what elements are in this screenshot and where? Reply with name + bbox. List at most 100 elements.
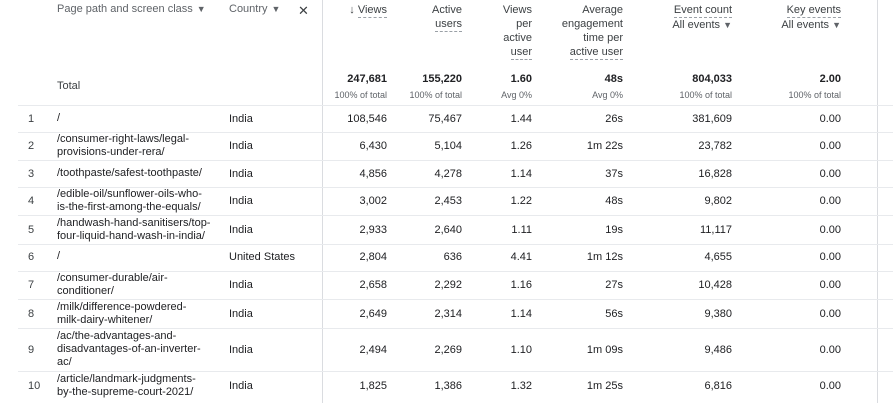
cell-active-users: 2,640 (434, 224, 462, 236)
cell-event-count: 9,380 (704, 308, 732, 320)
sort-arrow-down-icon: ↓ (349, 4, 355, 16)
header-vpu-line1: Views (502, 4, 532, 16)
cell-views-per-user: 1.26 (510, 140, 532, 152)
cell-views: 2,804 (359, 251, 387, 263)
header-views-per-active-user[interactable]: Views per active user (503, 3, 532, 60)
event-filter-dropdown[interactable]: All events ▼ (672, 18, 732, 32)
cell-views: 2,658 (359, 279, 387, 291)
cell-event-count: 381,609 (692, 113, 732, 125)
remove-dimension-close-icon[interactable]: ✕ (298, 3, 309, 18)
totals-key-events-sub: 100% of total (788, 90, 841, 100)
header-average-engagement-time[interactable]: Average engagement time per active user (562, 3, 623, 60)
cell-avg-engagement-time: 37s (605, 168, 623, 180)
page-path-line: / (57, 112, 61, 124)
row-number: 3 (28, 168, 35, 180)
totals-vpu: 1.60 Avg 0% (501, 73, 532, 100)
totals-active-users-value: 155,220 (422, 73, 462, 85)
header-country[interactable]: Country ▼ (229, 3, 280, 15)
page-path-line: ac/ (57, 356, 72, 368)
cell-page-path[interactable]: / (57, 250, 217, 263)
key-events-filter-label: All events (781, 19, 830, 31)
cell-key-events: 0.00 (819, 380, 841, 392)
cell-event-count: 9,486 (704, 344, 732, 356)
page-path-line: by-the-supreme-court-2021/ (57, 386, 194, 398)
cell-country[interactable]: India (229, 195, 253, 207)
caret-down-icon[interactable]: ▼ (271, 4, 281, 14)
row-number: 9 (28, 344, 35, 356)
cell-event-count: 10,428 (698, 279, 732, 291)
cell-page-path[interactable]: /handwash-hand-sanitisers/top-four-liqui… (57, 217, 217, 243)
cell-country[interactable]: India (229, 113, 253, 125)
cell-country[interactable]: India (229, 380, 253, 392)
cell-views: 4,856 (359, 168, 387, 180)
cell-avg-engagement-time: 48s (605, 195, 623, 207)
header-active-users[interactable]: Active users (432, 3, 462, 32)
header-avg-line2: engagement (561, 18, 623, 30)
page-path-line: conditioner/ (57, 285, 114, 297)
header-views[interactable]: ↓ Views (349, 3, 387, 18)
cell-active-users: 2,453 (434, 195, 462, 207)
cell-page-path[interactable]: /edible-oil/sunflower-oils-who-is-the-fi… (57, 188, 217, 214)
page-path-line: four-liquid-hand-wash-in-india/ (57, 230, 205, 242)
cell-avg-engagement-time: 19s (605, 224, 623, 236)
column-divider (322, 0, 323, 403)
row-separator (18, 215, 893, 216)
cell-country[interactable]: India (229, 168, 253, 180)
cell-country[interactable]: United States (229, 251, 296, 263)
header-page-path[interactable]: Page path and screen class ▼ (57, 3, 206, 15)
page-path-line: milk-dairy-whitener/ (57, 314, 153, 326)
cell-key-events: 0.00 (819, 113, 841, 125)
header-key-events-label: Key events (786, 4, 841, 18)
header-page-path-label: Page path and screen class (57, 3, 193, 15)
cell-page-path[interactable]: /ac/the-advantages-and-disadvantages-of-… (57, 330, 217, 369)
cell-key-events: 0.00 (819, 279, 841, 291)
cell-page-path[interactable]: /milk/difference-powdered-milk-dairy-whi… (57, 301, 217, 327)
page-path-line: /edible-oil/sunflower-oils-who- (57, 188, 202, 200)
page-path-line: /consumer-right-laws/legal- (57, 133, 190, 145)
cell-views: 1,825 (359, 380, 387, 392)
cell-page-path[interactable]: /toothpaste/safest-toothpaste/ (57, 167, 217, 180)
totals-event-count: 804,033 100% of total (679, 73, 732, 100)
totals-active-users-sub: 100% of total (409, 90, 462, 100)
cell-country[interactable]: India (229, 344, 253, 356)
cell-page-path[interactable]: /consumer-right-laws/legal-provisions-un… (57, 133, 217, 159)
totals-vpu-sub: Avg 0% (501, 90, 532, 100)
cell-page-path[interactable]: /consumer-durable/air-conditioner/ (57, 272, 217, 298)
page-path-line: /consumer-durable/air- (57, 272, 168, 284)
cell-active-users: 2,314 (434, 308, 462, 320)
cell-event-count: 23,782 (698, 140, 732, 152)
cell-key-events: 0.00 (819, 344, 841, 356)
cell-key-events: 0.00 (819, 140, 841, 152)
cell-event-count: 9,802 (704, 195, 732, 207)
row-number: 8 (28, 308, 35, 320)
header-country-label: Country (229, 3, 268, 15)
row-number: 1 (28, 113, 35, 125)
cell-country[interactable]: India (229, 279, 253, 291)
cell-event-count: 4,655 (704, 251, 732, 263)
caret-down-icon[interactable]: ▼ (196, 4, 206, 14)
totals-key-events-value: 2.00 (819, 73, 841, 85)
totals-avg-time-sub: Avg 0% (592, 90, 623, 100)
header-active-users-line1: Active (432, 4, 462, 16)
header-avg-line1: Average (582, 4, 623, 16)
cell-page-path[interactable]: /article/landmark-judgments-by-the-supre… (57, 373, 217, 399)
row-separator (18, 187, 893, 188)
right-edge-divider (877, 0, 878, 403)
cell-active-users: 4,278 (434, 168, 462, 180)
row-number: 7 (28, 279, 35, 291)
cell-views-per-user: 1.14 (510, 308, 532, 320)
page-path-line: /handwash-hand-sanitisers/top- (57, 217, 211, 229)
totals-event-count-sub: 100% of total (679, 90, 732, 100)
totals-avg-time-value: 48s (604, 73, 623, 85)
cell-country[interactable]: India (229, 140, 253, 152)
totals-avg-time: 48s Avg 0% (592, 73, 623, 100)
key-events-filter-dropdown[interactable]: All events ▼ (781, 18, 841, 32)
header-event-count[interactable]: Event count All events ▼ (672, 3, 732, 32)
cell-country[interactable]: India (229, 308, 253, 320)
cell-key-events: 0.00 (819, 224, 841, 236)
header-vpu-line2: per (516, 18, 532, 30)
row-number: 4 (28, 195, 35, 207)
header-key-events[interactable]: Key events All events ▼ (781, 3, 841, 32)
cell-page-path[interactable]: / (57, 112, 217, 125)
cell-country[interactable]: India (229, 224, 253, 236)
